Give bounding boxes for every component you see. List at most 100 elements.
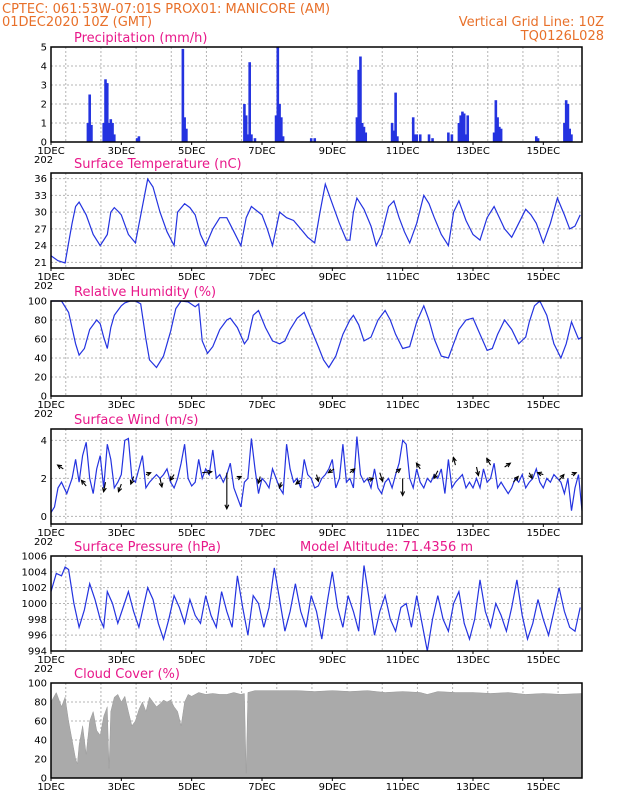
y-tick-label: 0 xyxy=(41,512,47,523)
y-tick-label: 36 xyxy=(34,174,47,185)
x-tick-label: 15DEC xyxy=(526,528,560,539)
y-tick-label: 0 xyxy=(41,392,47,403)
precip-bar xyxy=(462,113,466,142)
precip-bar xyxy=(570,134,573,142)
wind-series-line xyxy=(50,436,583,513)
x-tick-label: 11DEC xyxy=(386,400,420,411)
wind-arrow xyxy=(294,479,302,485)
wind-arrow-head xyxy=(368,477,375,482)
precip-bar xyxy=(492,132,496,142)
wind-arrow-head xyxy=(224,504,230,511)
wind-arrow xyxy=(395,468,402,474)
precip-bar xyxy=(90,124,93,142)
precip-bar xyxy=(364,132,368,142)
y-tick-label: 5 xyxy=(41,43,47,54)
x-tick-label: 3DEC xyxy=(108,655,135,666)
wind-arrow-shaft xyxy=(202,471,212,474)
x-tick-label: 13DEC xyxy=(456,528,490,539)
wind-arrow xyxy=(278,482,283,490)
precip-bar xyxy=(450,134,454,142)
precip-bar xyxy=(280,117,283,142)
wind-arrow-head xyxy=(146,471,152,477)
precip-bar xyxy=(431,138,434,142)
x-tick-label: 9DEC xyxy=(319,528,346,539)
precip-bar xyxy=(357,69,360,142)
wind-arrow xyxy=(129,476,135,486)
wind-arrow-shaft xyxy=(452,457,456,466)
wind-arrow xyxy=(327,468,335,474)
x-tick-label: 3DEC xyxy=(108,528,135,539)
y-tick-label: 80 xyxy=(34,698,47,709)
precip-bar xyxy=(313,138,317,142)
y-tick-label: 21 xyxy=(34,258,47,269)
wind-arrow-head xyxy=(433,473,438,480)
precip-bar xyxy=(418,134,422,142)
x-tick-label: 7DEC xyxy=(248,782,275,793)
wind-arrow-head xyxy=(486,457,491,463)
y-tick-label: 33 xyxy=(34,191,47,202)
wind-arrow-head xyxy=(278,483,283,490)
wind-arrow-head xyxy=(314,476,320,483)
precip-bar xyxy=(281,136,285,142)
wind-arrow xyxy=(528,472,533,480)
plot-frame xyxy=(50,555,583,652)
precip-bar xyxy=(390,123,394,142)
x-tick-label: 13DEC xyxy=(456,400,490,411)
precip-bar xyxy=(278,104,281,142)
x-tick-label: 5DEC xyxy=(178,400,205,411)
x-tick-label: 9DEC xyxy=(319,272,346,283)
precip-bar xyxy=(246,134,250,142)
x-tick-label: 9DEC xyxy=(319,655,346,666)
precip-bar xyxy=(362,126,366,142)
humidity-panel: 0 20 40 60 80 100 1DEC 3DEC 5DEC 7DEC 9DEC 11DEC 13D… xyxy=(28,285,583,420)
wind-arrow xyxy=(158,478,164,489)
precip-bar xyxy=(250,134,253,142)
x-tick-label: 15DEC xyxy=(526,400,560,411)
plot-frame xyxy=(50,428,583,525)
x-tick-label: 11DEC xyxy=(386,528,420,539)
wind-arrow xyxy=(486,457,492,466)
precip-bar xyxy=(563,123,566,142)
wind-arrow xyxy=(80,479,87,487)
x-tick-label: 5DEC xyxy=(178,655,205,666)
x-tick-label: 1DEC xyxy=(37,400,64,411)
wind-arrow-shaft xyxy=(486,458,492,466)
wind-arrow-head xyxy=(158,482,164,489)
wind-arrow-shaft xyxy=(130,476,135,485)
x-tick-label: 1DEC xyxy=(37,782,64,793)
wind-arrow xyxy=(536,471,544,477)
y-tick-label: 3 xyxy=(41,81,47,92)
wind-arrow-head xyxy=(129,479,135,486)
x-tick-label: 15DEC xyxy=(526,272,560,283)
y-tick-label: 40 xyxy=(34,354,47,365)
precip-bar xyxy=(427,134,431,142)
y-tick-label: 1002 xyxy=(22,583,47,594)
y-tick-label: 998 xyxy=(28,615,47,626)
x-tick-label: 15DEC xyxy=(526,146,560,157)
wind-arrow-shaft xyxy=(379,472,384,482)
precip-bar xyxy=(253,138,257,142)
wind-arrow-head xyxy=(169,475,175,482)
panel-title: Surface Temperature (nC) xyxy=(74,157,242,172)
x-tick-label: 5DEC xyxy=(178,528,205,539)
wind-arrow-head xyxy=(559,473,565,480)
wind-arrow-shaft xyxy=(475,466,479,476)
x-tick-label: 1DEC xyxy=(37,528,64,539)
wind-arrow xyxy=(236,475,243,481)
precip-bar xyxy=(392,130,396,142)
wind-arrow xyxy=(415,462,421,470)
y-tick-label: 0 xyxy=(41,138,47,149)
wind-arrow-head xyxy=(294,479,301,485)
y-tick-label: 1004 xyxy=(22,567,47,578)
panel-title: Relative Humidity (%) xyxy=(74,285,216,300)
wind-arrow xyxy=(475,466,480,477)
precip-bar xyxy=(181,48,185,142)
x-tick-label: 3DEC xyxy=(108,146,135,157)
y-tick-label: 80 xyxy=(34,316,47,327)
precip-bar xyxy=(355,117,359,142)
wind-arrow xyxy=(452,456,457,466)
x-tick-label: 9DEC xyxy=(319,782,346,793)
precip-bar xyxy=(536,138,540,142)
wind-arrow xyxy=(433,470,439,480)
wind-arrow xyxy=(101,482,107,493)
